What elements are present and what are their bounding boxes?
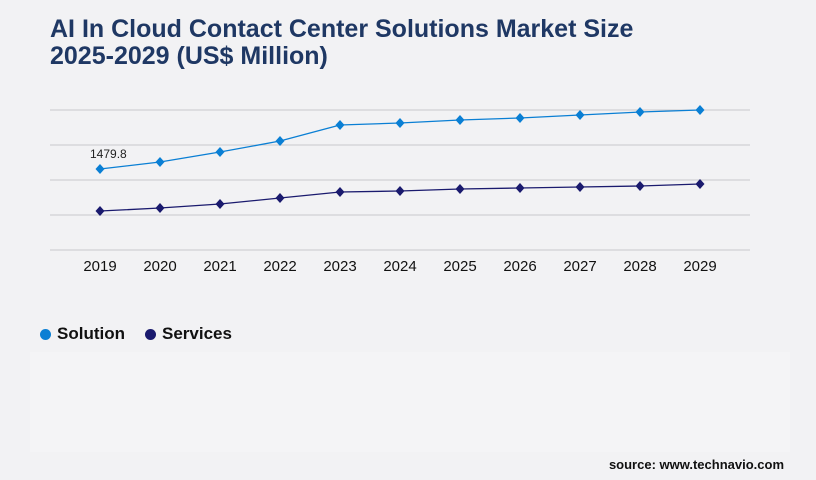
x-tick-label: 2020 [143,258,176,275]
x-tick-label: 2019 [83,258,116,275]
legend: Solution Services [40,324,232,344]
legend-label-solution: Solution [57,324,125,343]
data-label: 1479.8 [90,147,127,161]
data-point-services [515,182,525,193]
data-point-solution [635,107,645,118]
data-point-services [635,181,645,192]
data-point-solution [455,115,465,126]
x-tick-label: 2025 [443,258,476,275]
title-line-1: AI In Cloud Contact Center Solutions Mar… [50,15,634,43]
data-point-solution [515,112,525,123]
legend-label-services: Services [161,324,232,343]
data-point-services [275,193,285,204]
data-point-solution [695,105,705,115]
data-point-solution [95,164,105,175]
legend-marker-services [144,328,156,340]
data-point-services [95,206,105,217]
data-point-solution [155,156,165,167]
source-text: source: www.technavio.com [608,457,784,472]
x-tick-label: 2028 [623,258,656,275]
x-tick-label: 2021 [203,258,236,275]
data-point-services [155,203,165,214]
x-tick-label: 2023 [323,258,356,275]
data-point-services [335,186,345,197]
chart-title: AI In Cloud Contact Center Solutions Mar… [50,16,770,70]
data-point-solution [335,119,345,130]
x-tick-label: 2024 [383,258,416,275]
data-point-services [215,199,225,210]
x-tick-label: 2027 [563,258,596,275]
title-line-2: 2025-2029 (US$ Million) [50,42,328,70]
data-point-services [455,184,465,195]
data-point-services [575,182,585,193]
data-point-services [695,178,705,189]
background-panel [30,352,790,452]
legend-item-solution: Solution [40,324,125,344]
data-point-solution [575,110,585,121]
x-tick-label: 2029 [683,258,716,275]
x-tick-label: 2026 [503,258,536,275]
legend-marker-solution [40,328,51,340]
legend-item-services: Services [144,324,232,344]
data-point-solution [215,147,225,158]
data-point-solution [395,118,405,129]
data-point-solution [275,136,285,147]
x-tick-label: 2022 [263,258,296,275]
data-point-services [395,186,405,197]
